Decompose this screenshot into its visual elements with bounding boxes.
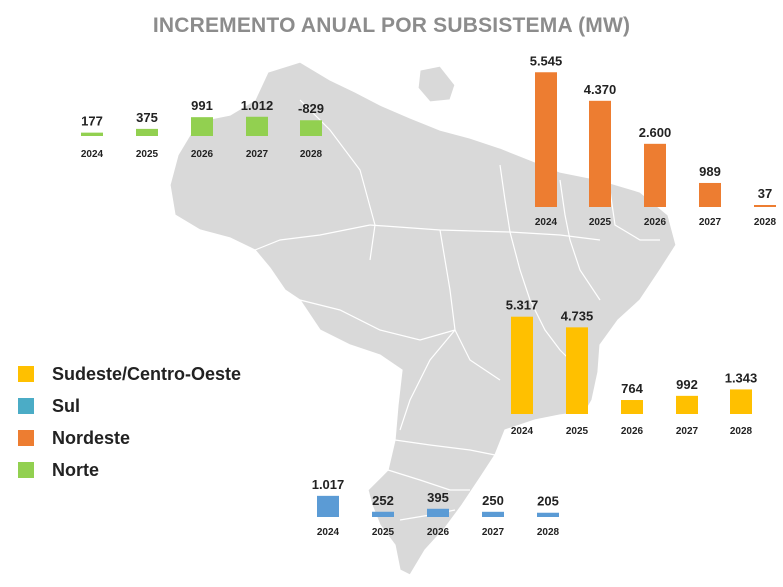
data-label-nordeste-2026: 2.600 bbox=[639, 125, 672, 140]
data-label-sul-2025: 252 bbox=[372, 493, 394, 508]
data-label-norte-2025: 375 bbox=[136, 110, 158, 125]
bar-group-sul: 1.017 2024 252 2025 395 2026 250 2027 205 2028 bbox=[312, 477, 560, 538]
data-label-sudeste-2028: 1.343 bbox=[725, 370, 758, 385]
year-label-nordeste-2027: 2027 bbox=[699, 217, 722, 228]
data-label-sul-2026: 395 bbox=[427, 490, 449, 505]
legend-label-sudeste: Sudeste/Centro-Oeste bbox=[52, 363, 242, 384]
year-label-nordeste-2025: 2025 bbox=[589, 217, 612, 228]
data-label-sudeste-2025: 4.735 bbox=[561, 308, 594, 323]
legend-item-sudeste: Sudeste/Centro-Oeste bbox=[18, 358, 241, 390]
year-label-sudeste-2024: 2024 bbox=[511, 426, 534, 437]
bar-sul-2027 bbox=[482, 511, 504, 517]
bar-norte-2024 bbox=[81, 132, 103, 136]
bar-group-sudeste: 5.317 2024 4.735 2025 764 2026 992 2027 1.343 202… bbox=[506, 298, 758, 437]
data-label-sudeste-2026: 764 bbox=[621, 381, 643, 396]
year-label-norte-2025: 2025 bbox=[136, 149, 159, 160]
legend-label-norte: Norte bbox=[52, 459, 100, 480]
legend-label-sul: Sul bbox=[52, 395, 81, 416]
year-label-sul-2027: 2027 bbox=[482, 527, 505, 538]
year-label-norte-2027: 2027 bbox=[246, 149, 269, 160]
year-label-nordeste-2026: 2026 bbox=[644, 217, 667, 228]
data-label-sudeste-2027: 992 bbox=[676, 377, 698, 392]
year-label-sudeste-2028: 2028 bbox=[730, 426, 753, 437]
bar-sudeste-2025 bbox=[566, 327, 588, 414]
year-label-sudeste-2026: 2026 bbox=[621, 426, 644, 437]
data-label-sudeste-2024: 5.317 bbox=[506, 298, 539, 313]
legend-item-nordeste: Nordeste bbox=[18, 422, 241, 454]
bar-sudeste-2028 bbox=[730, 389, 752, 414]
bar-norte-2027 bbox=[246, 116, 268, 136]
year-label-nordeste-2024: 2024 bbox=[535, 217, 558, 228]
bar-norte-2025 bbox=[136, 128, 158, 136]
bar-sul-2026 bbox=[427, 508, 449, 517]
bar-sul-2025 bbox=[372, 511, 394, 517]
bar-sudeste-2027 bbox=[676, 395, 698, 414]
data-label-sul-2027: 250 bbox=[482, 493, 504, 508]
chart-title: INCREMENTO ANUAL POR SUBSISTEMA (MW) bbox=[152, 14, 631, 37]
year-label-sul-2025: 2025 bbox=[372, 527, 395, 538]
data-label-norte-2026: 991 bbox=[191, 98, 213, 113]
bar-sul-2028 bbox=[537, 512, 559, 517]
data-label-norte-2027: 1.012 bbox=[241, 98, 274, 113]
data-label-norte-2028: -829 bbox=[298, 101, 324, 116]
year-label-nordeste-2028: 2028 bbox=[754, 217, 777, 228]
legend-swatch-norte bbox=[18, 462, 34, 478]
year-label-sul-2026: 2026 bbox=[427, 527, 450, 538]
bar-sul-2024 bbox=[317, 495, 339, 517]
year-label-sul-2028: 2028 bbox=[537, 527, 560, 538]
bar-norte-2026 bbox=[191, 117, 213, 136]
bar-group-norte: 177 2024 375 2025 991 2026 1.012 2027 -829 2028 bbox=[81, 98, 324, 160]
bars-layer: 1772024375202599120261.0122027-82920285.… bbox=[81, 53, 777, 538]
bar-sudeste-2024 bbox=[511, 316, 533, 414]
bar-nordeste-2027 bbox=[699, 182, 721, 207]
legend-item-sul: Sul bbox=[18, 390, 241, 422]
legend-item-norte: Norte bbox=[18, 454, 241, 486]
year-label-norte-2024: 2024 bbox=[81, 149, 104, 160]
year-label-norte-2026: 2026 bbox=[191, 149, 214, 160]
bar-nordeste-2024 bbox=[535, 72, 557, 207]
legend-swatch-nordeste bbox=[18, 430, 34, 446]
bar-nordeste-2025 bbox=[589, 100, 611, 207]
data-label-nordeste-2024: 5.545 bbox=[530, 53, 563, 68]
bar-group-nordeste: 5.545 2024 4.370 2025 2.600 2026 989 2027 37 2028 bbox=[530, 53, 777, 228]
data-label-sul-2028: 205 bbox=[537, 494, 559, 509]
year-label-norte-2028: 2028 bbox=[300, 149, 323, 160]
data-label-norte-2024: 177 bbox=[81, 114, 103, 129]
legend-swatch-sul bbox=[18, 398, 34, 414]
year-label-sul-2024: 2024 bbox=[317, 527, 340, 538]
data-label-sul-2024: 1.017 bbox=[312, 477, 345, 492]
legend-label-nordeste: Nordeste bbox=[52, 427, 131, 448]
data-label-nordeste-2028: 37 bbox=[758, 186, 772, 201]
bar-nordeste-2026 bbox=[644, 143, 666, 207]
legend: Sudeste/Centro-Oeste Sul Nordeste Norte bbox=[18, 358, 241, 486]
year-label-sudeste-2025: 2025 bbox=[566, 426, 589, 437]
bar-nordeste-2028 bbox=[754, 205, 776, 207]
legend-swatch-sudeste bbox=[18, 366, 34, 382]
bar-sudeste-2026 bbox=[621, 400, 643, 414]
year-label-sudeste-2027: 2027 bbox=[676, 426, 699, 437]
data-label-nordeste-2025: 4.370 bbox=[584, 82, 617, 97]
bar-norte-2028 bbox=[300, 120, 322, 136]
data-label-nordeste-2027: 989 bbox=[699, 164, 721, 179]
